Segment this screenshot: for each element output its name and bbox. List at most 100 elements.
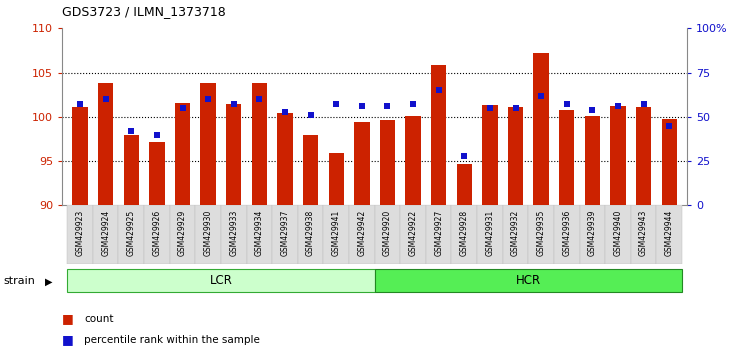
FancyBboxPatch shape	[195, 205, 221, 264]
Bar	[636, 107, 651, 205]
Text: GSM429944: GSM429944	[664, 210, 674, 256]
FancyBboxPatch shape	[246, 205, 272, 264]
FancyBboxPatch shape	[503, 205, 529, 264]
Bar	[124, 135, 139, 205]
Point	[535, 93, 547, 98]
FancyBboxPatch shape	[67, 205, 93, 264]
Point	[228, 102, 240, 107]
Text: percentile rank within the sample: percentile rank within the sample	[84, 335, 260, 345]
Bar	[457, 164, 472, 205]
FancyBboxPatch shape	[67, 269, 375, 292]
Text: GSM429939: GSM429939	[588, 210, 597, 256]
Point	[510, 105, 521, 111]
Bar	[662, 119, 677, 205]
Text: GSM429938: GSM429938	[306, 210, 315, 256]
Text: GSM429937: GSM429937	[281, 210, 289, 256]
FancyBboxPatch shape	[477, 205, 503, 264]
FancyBboxPatch shape	[605, 205, 631, 264]
Bar	[277, 113, 292, 205]
Text: GSM429932: GSM429932	[511, 210, 520, 256]
Bar	[149, 143, 164, 205]
FancyBboxPatch shape	[375, 205, 401, 264]
Point	[254, 96, 265, 102]
FancyBboxPatch shape	[118, 205, 144, 264]
FancyBboxPatch shape	[349, 205, 375, 264]
Text: GSM429922: GSM429922	[409, 210, 417, 256]
Point	[202, 96, 214, 102]
Text: GSM429929: GSM429929	[178, 210, 187, 256]
Point	[663, 123, 675, 129]
Text: GSM429925: GSM429925	[126, 210, 136, 256]
Point	[586, 107, 598, 113]
Text: GSM429924: GSM429924	[101, 210, 110, 256]
Text: GSM429942: GSM429942	[357, 210, 366, 256]
Bar	[431, 64, 447, 205]
Text: ■: ■	[62, 333, 74, 346]
Text: GSM429936: GSM429936	[562, 210, 571, 256]
Point	[612, 103, 624, 109]
FancyBboxPatch shape	[529, 205, 554, 264]
Text: GSM429934: GSM429934	[255, 210, 264, 256]
FancyBboxPatch shape	[631, 205, 656, 264]
Text: count: count	[84, 314, 113, 324]
Text: GSM429941: GSM429941	[332, 210, 341, 256]
FancyBboxPatch shape	[93, 205, 118, 264]
Bar	[303, 135, 318, 205]
FancyBboxPatch shape	[580, 205, 605, 264]
Text: HCR: HCR	[516, 274, 541, 286]
Bar	[534, 53, 549, 205]
Text: GSM429940: GSM429940	[613, 210, 623, 256]
FancyBboxPatch shape	[144, 205, 170, 264]
Bar	[98, 83, 113, 205]
Text: GSM429933: GSM429933	[230, 210, 238, 256]
Point	[484, 105, 496, 111]
Text: GDS3723 / ILMN_1373718: GDS3723 / ILMN_1373718	[62, 5, 226, 18]
Bar	[72, 107, 88, 205]
Bar	[175, 103, 190, 205]
Point	[75, 102, 86, 107]
Point	[279, 109, 291, 114]
FancyBboxPatch shape	[452, 205, 477, 264]
FancyBboxPatch shape	[170, 205, 195, 264]
FancyBboxPatch shape	[426, 205, 452, 264]
Point	[330, 102, 342, 107]
Point	[561, 102, 572, 107]
Point	[356, 103, 368, 109]
Point	[151, 132, 163, 137]
Text: ▶: ▶	[45, 276, 53, 286]
Text: GSM429926: GSM429926	[152, 210, 162, 256]
Bar	[354, 122, 369, 205]
Point	[458, 153, 470, 159]
Bar	[585, 116, 600, 205]
FancyBboxPatch shape	[401, 205, 426, 264]
FancyBboxPatch shape	[272, 205, 298, 264]
Text: GSM429943: GSM429943	[639, 210, 648, 256]
Text: GSM429930: GSM429930	[204, 210, 213, 256]
Bar	[610, 106, 626, 205]
Point	[177, 105, 189, 111]
Text: GSM429920: GSM429920	[383, 210, 392, 256]
Text: ■: ■	[62, 312, 74, 325]
Text: GSM429931: GSM429931	[485, 210, 494, 256]
FancyBboxPatch shape	[656, 205, 682, 264]
Point	[407, 102, 419, 107]
Text: GSM429935: GSM429935	[537, 210, 545, 256]
Point	[637, 102, 649, 107]
Text: LCR: LCR	[210, 274, 232, 286]
FancyBboxPatch shape	[323, 205, 349, 264]
Bar	[380, 120, 395, 205]
FancyBboxPatch shape	[375, 269, 682, 292]
Bar	[482, 105, 498, 205]
Bar	[200, 83, 216, 205]
Bar	[406, 116, 421, 205]
Text: GSM429927: GSM429927	[434, 210, 443, 256]
Point	[305, 112, 317, 118]
FancyBboxPatch shape	[221, 205, 246, 264]
Text: GSM429923: GSM429923	[75, 210, 85, 256]
Point	[382, 103, 393, 109]
Text: GSM429928: GSM429928	[460, 210, 469, 256]
Point	[126, 128, 137, 134]
Text: strain: strain	[4, 276, 36, 286]
Bar	[328, 153, 344, 205]
Point	[100, 96, 112, 102]
